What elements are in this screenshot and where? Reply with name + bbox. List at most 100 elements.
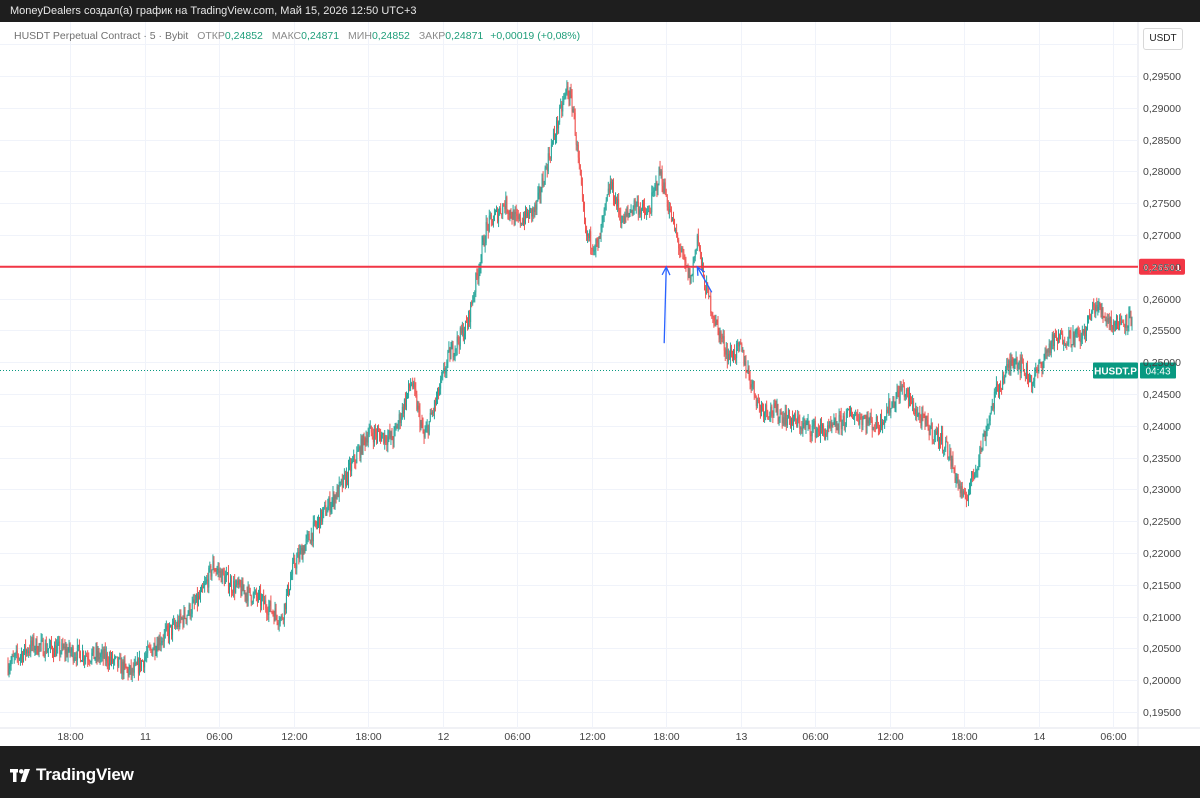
candle-body [1024,375,1026,379]
candle-body [919,412,921,418]
candle-body [158,637,160,650]
candle-body [954,469,956,481]
candle-body [635,203,637,208]
candle-body [250,595,252,603]
symbol-badge-label: HUSDT.P [1094,366,1137,377]
candle-body [440,378,442,389]
candle-body [36,639,38,654]
candle-body [96,648,98,658]
candle-body [283,603,285,620]
candle-body [99,656,101,660]
candle-body [419,409,421,428]
candle-body [64,646,66,655]
candle-body [200,592,201,599]
candle-body [241,581,243,596]
candle-body [317,521,318,526]
candle-body [915,409,917,414]
candle-body [277,622,279,625]
candle-body [1060,331,1062,340]
candle-body [1059,334,1061,340]
candle-body [786,417,788,426]
candle-body [726,349,728,362]
candle-body [87,656,89,660]
candle-body [423,432,425,438]
candle-body [1013,361,1015,367]
candle-body [1077,328,1079,335]
annotation-arrowhead [696,265,706,276]
candle-body [128,669,130,676]
candle-body [345,472,347,486]
candle-body [515,211,517,215]
candle-body [1099,302,1101,309]
candles [7,80,1133,682]
candle-body [914,412,916,414]
candle-body [401,406,403,418]
candle-body [1017,364,1019,369]
candle-body [94,657,96,660]
candle-body [85,655,87,659]
candle-body [1120,317,1122,324]
candle-body [870,416,872,421]
candle-body [690,275,692,284]
candle-body [911,403,912,405]
candle-body [33,637,35,650]
candle-body [29,651,31,653]
candle-body [491,219,493,226]
candle-body [141,660,142,669]
candle-body [450,348,452,360]
candle-body [975,471,977,473]
candle-body [319,517,320,529]
candle-body [995,383,997,392]
candle-body [1042,361,1044,371]
candle-body [1061,331,1063,335]
candle-body [704,276,705,290]
candle-body [144,658,146,668]
candle-body [502,204,504,215]
candle-body [866,416,868,428]
candle-body [921,412,923,426]
candle-body [734,349,736,358]
currency-button[interactable]: USDT [1143,28,1183,50]
candle-body [644,205,645,213]
candle-body [298,552,300,560]
candle-body [1078,334,1080,336]
candle-body [993,391,995,409]
candle-body [940,437,941,442]
candle-body [471,302,473,304]
brand[interactable]: TradingView [10,765,134,785]
candle-body [69,643,71,653]
candle-body [167,629,169,639]
candle-body [202,586,204,589]
candle-body [1092,302,1094,312]
candle-body [377,430,378,438]
candle-body [1034,374,1036,382]
candle-body [804,422,806,427]
candle-body [390,431,392,438]
candle-body [548,153,550,158]
candle-body [768,416,770,418]
candle-body [67,651,69,657]
candle-body [349,463,350,465]
candle-body [567,86,569,97]
candle-body [443,368,445,372]
candle-body [650,212,652,214]
candle-body [179,613,181,628]
candle-body [850,411,851,415]
candle-body [609,181,611,193]
candle-body [1051,334,1053,343]
candle-body [126,668,128,670]
candle-body [391,431,393,440]
candle-body [550,144,552,159]
candle-body [857,414,859,421]
candle-body [606,194,608,201]
candle-body [514,211,516,225]
candle-body [292,562,294,575]
candle-body [951,458,953,467]
candle-body [409,383,411,388]
price-axis[interactable]: 0,300000,295000,290000,285000,280000,275… [1143,39,1181,719]
time-axis[interactable]: 18:00 11 06:00 12:00 18:00 12 06:00 12:00 18:00 1… [57,731,1126,743]
candle-body [559,107,561,122]
candle-body [89,661,91,663]
